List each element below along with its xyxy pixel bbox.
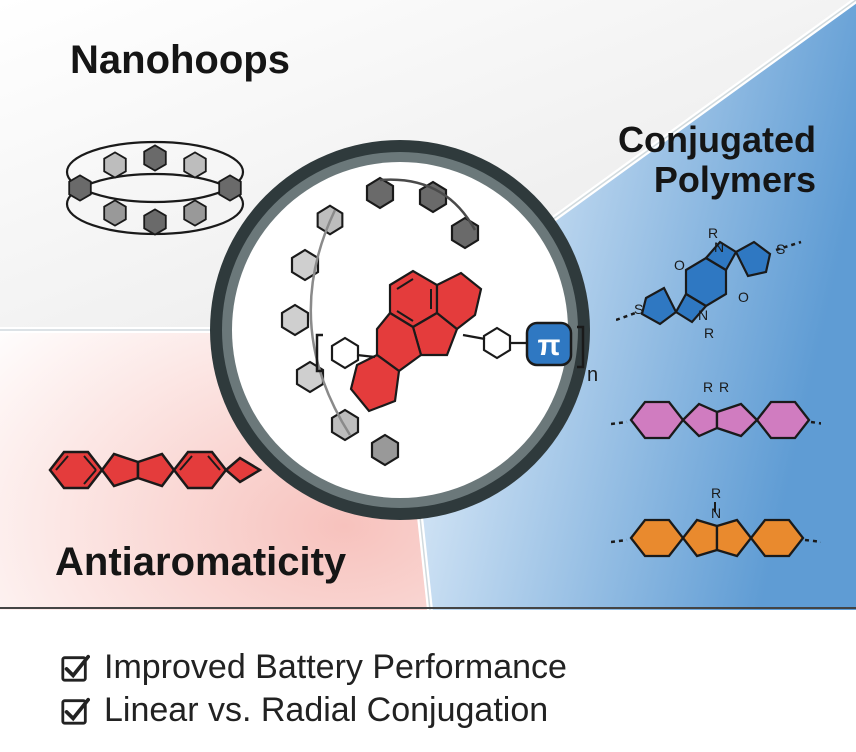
r-label: R bbox=[711, 485, 721, 501]
label-conjugated-l1: Conjugated bbox=[618, 119, 816, 160]
o-label: O bbox=[738, 289, 749, 305]
label-conjugated: Conjugated Polymers bbox=[618, 120, 816, 199]
checkbox-checked-icon bbox=[60, 696, 90, 726]
n-subscript: n bbox=[587, 364, 598, 386]
r-label: R bbox=[703, 379, 713, 395]
pi-badge: π bbox=[527, 323, 571, 365]
bullet-1-text: Improved Battery Performance bbox=[104, 648, 567, 687]
n-label: N bbox=[711, 505, 721, 521]
polymer-dpp: R R O O S S N N bbox=[616, 220, 816, 350]
bullet-1: Improved Battery Performance bbox=[60, 648, 567, 687]
s-label: S bbox=[634, 301, 643, 317]
label-conjugated-l2: Polymers bbox=[654, 159, 816, 200]
checkbox-checked-icon bbox=[60, 653, 90, 683]
bullet-2-text: Linear vs. Radial Conjugation bbox=[104, 691, 548, 730]
r-label: R bbox=[704, 325, 714, 341]
label-antiaromaticity: Antiaromaticity bbox=[55, 540, 346, 585]
polymer-fluorene: R R bbox=[611, 370, 821, 460]
pi-symbol: π bbox=[538, 329, 561, 362]
bullet-list: Improved Battery Performance Linear vs. … bbox=[60, 644, 567, 730]
polymer-carbazole: N R bbox=[611, 478, 821, 578]
infographic-canvas: Nanohoops Conjugated Polymers Antiaromat… bbox=[0, 0, 856, 752]
n-label: N bbox=[714, 239, 724, 255]
r-label: R bbox=[719, 379, 729, 395]
o-label: O bbox=[674, 257, 685, 273]
label-nanohoops: Nanohoops bbox=[70, 38, 290, 83]
bullet-2: Linear vs. Radial Conjugation bbox=[60, 691, 567, 730]
n-label: N bbox=[698, 307, 708, 323]
central-circle: π n bbox=[185, 115, 615, 545]
